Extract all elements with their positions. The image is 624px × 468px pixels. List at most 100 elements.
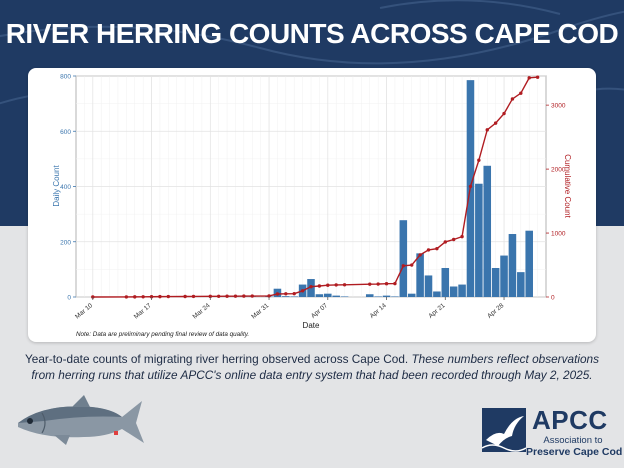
x-tick-label: Apr 14 <box>369 302 388 320</box>
bar <box>458 284 466 297</box>
bar <box>449 286 458 297</box>
y-tick-label-right: 2000 <box>551 167 566 174</box>
y-axis-label-left: Daily Count <box>52 165 61 207</box>
bar <box>332 295 340 297</box>
cumulative-point <box>485 128 489 132</box>
bar <box>399 220 408 297</box>
cumulative-point <box>435 246 439 251</box>
x-tick-label: Apr 07 <box>310 302 329 320</box>
cumulative-point <box>317 284 322 288</box>
cumulative-point <box>158 294 162 299</box>
cumulative-point <box>183 294 187 299</box>
bar <box>315 294 324 297</box>
cumulative-point <box>334 283 338 287</box>
y-tick-label-right: 0 <box>551 295 555 302</box>
cumulative-point <box>535 75 540 79</box>
cumulative-point <box>141 295 145 299</box>
cumulative-point <box>460 234 464 239</box>
cumulative-point <box>451 237 456 242</box>
y-tick-label-right: 3000 <box>551 103 566 110</box>
cumulative-point <box>242 294 246 298</box>
apcc-logo: APCC Association to Preserve Cape Cod <box>482 405 623 458</box>
cumulative-point <box>275 292 280 296</box>
cumulative-point <box>510 97 515 101</box>
bar <box>407 293 416 297</box>
cumulative-point <box>502 111 506 116</box>
cumulative-point <box>393 281 397 286</box>
cumulative-point <box>191 294 196 299</box>
y-axis-label-right: Cumulative Count <box>563 154 572 218</box>
bar <box>424 275 433 297</box>
logo-name: APCC <box>532 405 608 435</box>
caption: Year-to-date counts of migrating river h… <box>20 351 604 383</box>
x-tick-label: Apr 21 <box>427 302 446 320</box>
cumulative-point <box>342 283 347 287</box>
cumulative-point <box>133 295 137 299</box>
cumulative-point <box>426 248 431 252</box>
cumulative-point <box>300 289 305 293</box>
cumulative-point <box>376 282 380 286</box>
cumulative-point <box>309 284 313 289</box>
bar <box>340 296 349 297</box>
logo-line-1: Association to <box>543 435 603 446</box>
bar <box>290 296 298 297</box>
cumulative-point <box>326 283 330 287</box>
page-title: RIVER HERRING COUNTS ACROSS CAPE COD <box>5 18 619 49</box>
cumulative-point <box>493 121 498 125</box>
chart-note: Note: Data are preliminary pending final… <box>76 331 249 338</box>
cumulative-point <box>443 240 447 244</box>
cumulative-point <box>208 294 212 299</box>
y-tick-label-left: 0 <box>67 295 71 302</box>
chart-canvas: 0 200 400 600 800 0 1000 2000 3000 Mar 10 Mar 17 Ma… <box>52 74 572 339</box>
cumulative-point <box>468 184 473 189</box>
cumulative-line <box>92 76 538 298</box>
bar <box>374 296 382 297</box>
bar <box>416 253 424 297</box>
cumulative-point <box>368 282 372 286</box>
caption-italic: These numbers reflect observations from … <box>31 352 599 382</box>
cumulative-point <box>250 294 254 298</box>
y-tick-label-left: 600 <box>60 129 71 136</box>
x-tick-label: Mar 31 <box>250 302 270 321</box>
bar <box>517 272 525 297</box>
y-tick-label-right: 1000 <box>551 231 566 238</box>
cumulative-point <box>284 292 288 296</box>
bar <box>500 255 508 297</box>
cumulative-point <box>216 294 221 298</box>
chart-card: 0 200 400 600 800 0 1000 2000 3000 Mar 10 Mar 17 Ma… <box>28 68 596 342</box>
bar <box>525 230 533 297</box>
cumulative-point <box>384 281 389 286</box>
bar <box>324 293 332 297</box>
bar <box>483 165 492 297</box>
y-tick-label-left: 800 <box>60 74 71 81</box>
cumulative-point <box>401 264 406 268</box>
cumulative-point <box>519 91 523 95</box>
bar <box>433 291 441 297</box>
x-tick-label: Mar 10 <box>74 302 94 321</box>
x-tick-label: Mar 17 <box>133 302 153 321</box>
y-tick-label-left: 200 <box>60 239 71 246</box>
x-tick-label: Mar 24 <box>192 302 212 321</box>
cumulative-point <box>124 295 129 299</box>
y-tick-label-left: 400 <box>60 184 71 191</box>
cumulative-point <box>410 263 414 267</box>
bar <box>508 234 517 297</box>
cumulative-point <box>477 158 481 162</box>
bar <box>441 267 450 297</box>
cumulative-point <box>149 295 154 299</box>
bar <box>475 183 483 297</box>
x-tick-label: Apr 28 <box>486 302 505 320</box>
cumulative-point <box>527 76 531 80</box>
logo-line-2: Preserve Cape Cod <box>526 446 623 458</box>
bar <box>391 296 399 297</box>
cumulative-point <box>267 294 271 298</box>
cumulative-point <box>233 294 238 298</box>
bird-icon <box>482 416 526 452</box>
caption-plain: Year-to-date counts of migrating river h… <box>25 352 412 366</box>
line-series <box>91 75 540 299</box>
cumulative-point <box>292 291 296 296</box>
cumulative-point <box>166 294 171 299</box>
bar <box>282 296 290 297</box>
herring-fish-icon <box>18 395 144 445</box>
cumulative-point <box>225 294 229 298</box>
